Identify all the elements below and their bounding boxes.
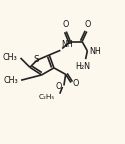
Text: O: O [62, 20, 69, 29]
Text: CH₃: CH₃ [3, 76, 18, 85]
Text: NH: NH [89, 47, 101, 56]
Text: S: S [34, 55, 39, 64]
Text: O: O [55, 82, 62, 91]
Text: C₂H₅: C₂H₅ [39, 94, 55, 100]
Text: CH₃: CH₃ [2, 53, 17, 62]
Text: O: O [84, 20, 90, 29]
Text: H₂N: H₂N [75, 62, 90, 71]
Text: O: O [73, 79, 79, 88]
Text: NH: NH [62, 40, 73, 49]
